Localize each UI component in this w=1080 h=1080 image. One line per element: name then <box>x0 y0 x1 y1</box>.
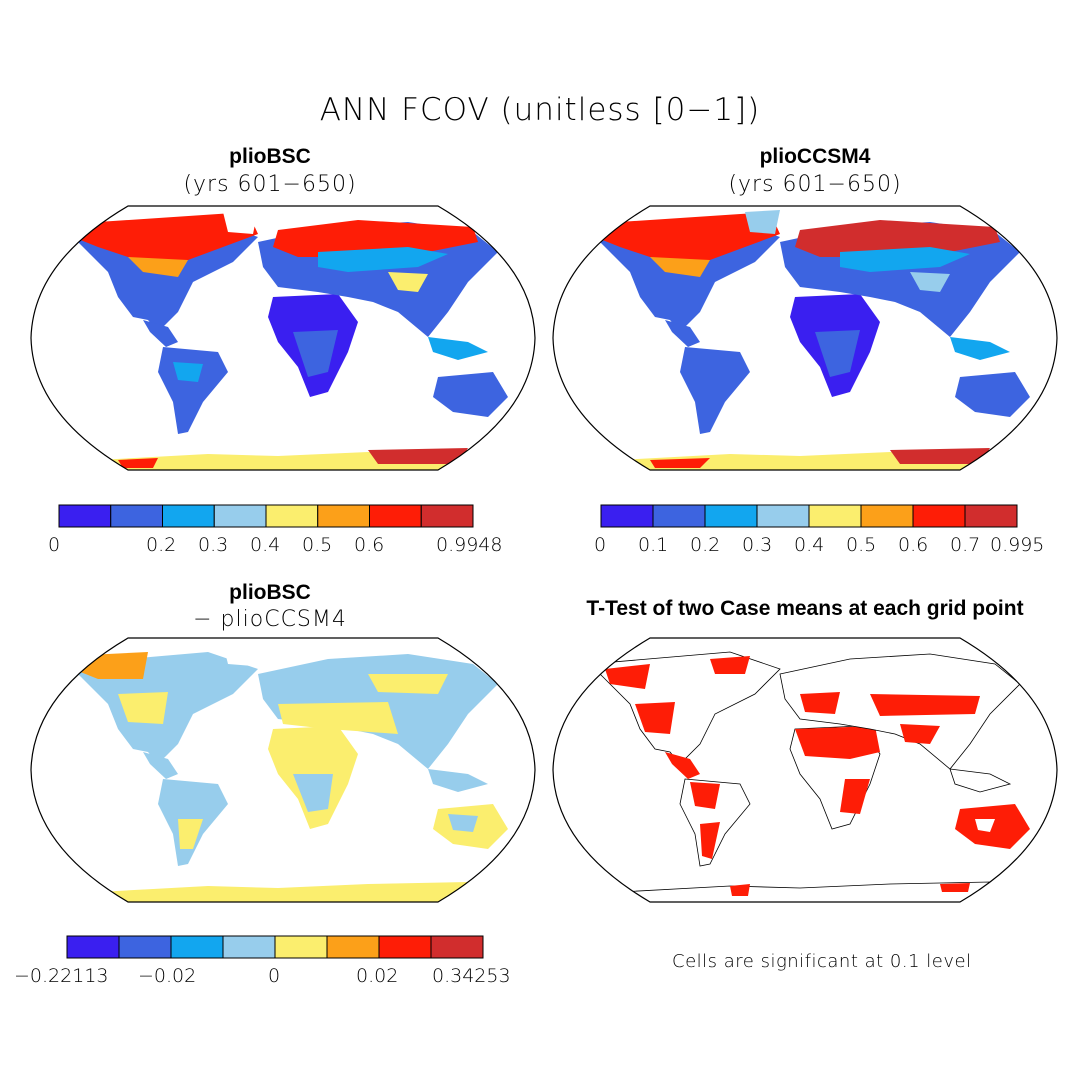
panel-subtitle-top-right: (yrs 601−650) <box>728 172 902 197</box>
colorbar-swatch <box>274 935 328 959</box>
figure-title: ANN FCOV (unitless [0−1]) <box>319 92 761 128</box>
colorbar-tick-label: 0.6 <box>898 534 929 556</box>
panel-title-top-left: plioBSC <box>229 145 311 168</box>
colorbar-tick-label: 0.1 <box>638 534 669 556</box>
colorbar-tick-label: 0.3 <box>198 534 229 556</box>
colorbar-swatch <box>170 935 224 959</box>
map-top-right <box>552 205 1058 471</box>
landmass-southeast-asia <box>428 337 488 360</box>
colorbar-tick-label: 0.3 <box>742 534 773 556</box>
colorbar-tick-label: 0.7 <box>950 534 981 556</box>
panel-title-top-right: plioCCSM4 <box>759 145 871 168</box>
landmass-greenland <box>223 642 258 666</box>
landmass-australia <box>955 372 1030 417</box>
landmass-southeast-asia <box>950 337 1010 360</box>
colorbar-swatch <box>326 935 380 959</box>
landmass-australia <box>433 372 508 417</box>
colorbar-tick-label: 0.4 <box>250 534 281 556</box>
colorbar-swatch <box>58 504 112 528</box>
colorbar-swatch <box>964 504 1018 528</box>
landmass-southeast-asia <box>428 769 488 792</box>
colorbar-tick-label: 0.34253 <box>432 965 511 987</box>
landmass-central-america <box>665 320 700 347</box>
colorbar-swatch <box>912 504 966 528</box>
landmass-south-america <box>680 347 750 434</box>
landmass-australia <box>955 804 1030 849</box>
colorbar-swatch <box>369 504 422 528</box>
colorbar-swatch <box>66 935 120 959</box>
colorbar-tick-label: 0.995 <box>990 534 1045 556</box>
colorbar-tick-label: 0.2 <box>146 534 177 556</box>
colorbar-tick-label: −0.22113 <box>14 965 109 987</box>
colorbar-tick-label: 0.5 <box>846 534 877 556</box>
landmass-south-america <box>158 347 228 434</box>
colorbar-swatch <box>704 504 758 528</box>
landmass-southeast-asia <box>949 768 1012 793</box>
colorbar-swatch <box>420 504 474 528</box>
colorbar-tick-label: 0 <box>48 534 61 556</box>
panel-subtitle-bottom-left: − plioCCSM4 <box>193 607 347 632</box>
colorbar-swatch <box>430 935 484 959</box>
colorbar-tick-label: −0.02 <box>138 965 197 987</box>
panel-title-bottom-right: T-Test of two Case means at each grid po… <box>586 597 1024 620</box>
colorbar-swatch <box>110 504 163 528</box>
map-top-left <box>30 205 536 471</box>
colorbar-swatch <box>213 504 267 528</box>
colorbar-tick-label: 0.02 <box>356 965 399 987</box>
colorbar-swatch <box>118 935 172 959</box>
panel-subtitle-top-left: (yrs 601−650) <box>183 172 357 197</box>
landmass-arctic-north-america <box>68 212 258 262</box>
colorbar-tick-label: 0 <box>268 965 281 987</box>
landmass-central-america <box>665 752 700 779</box>
colorbar-top-left <box>58 504 474 528</box>
landmass-central-america <box>143 752 178 779</box>
significance-note: Cells are significant at 0.1 level <box>672 951 972 972</box>
map-bottom-right <box>552 637 1058 903</box>
landmass-greenland <box>223 210 258 234</box>
colorbar-tick-label: 0 <box>594 534 607 556</box>
colorbar-swatch <box>162 504 215 528</box>
colorbar-tick-label: 0.6 <box>354 534 385 556</box>
colorbar-tick-label: 0.2 <box>690 534 721 556</box>
colorbar-tick-label: 0.9948 <box>436 534 503 556</box>
colorbar-tick-label: 0.4 <box>794 534 825 556</box>
colorbar-swatch <box>652 504 706 528</box>
colorbar-swatch <box>265 504 319 528</box>
colorbar-swatch <box>808 504 862 528</box>
colorbar-swatch <box>378 935 432 959</box>
colorbar-top-right <box>600 504 1018 528</box>
colorbar-swatch <box>222 935 276 959</box>
landmass-arctic-north-america <box>590 212 780 262</box>
colorbar-swatch <box>317 504 370 528</box>
map-bottom-left <box>30 637 536 903</box>
colorbar-swatch <box>756 504 810 528</box>
landmass-greenland <box>745 210 780 234</box>
colorbar-tick-label: 0.5 <box>302 534 333 556</box>
landmass-antarctica <box>88 882 508 902</box>
colorbar-swatch <box>600 504 654 528</box>
landmass-central-america <box>143 320 178 347</box>
panel-title-bottom-left: plioBSC <box>229 581 311 604</box>
colorbar-swatch <box>860 504 914 528</box>
colorbar-bottom-left <box>66 935 484 959</box>
